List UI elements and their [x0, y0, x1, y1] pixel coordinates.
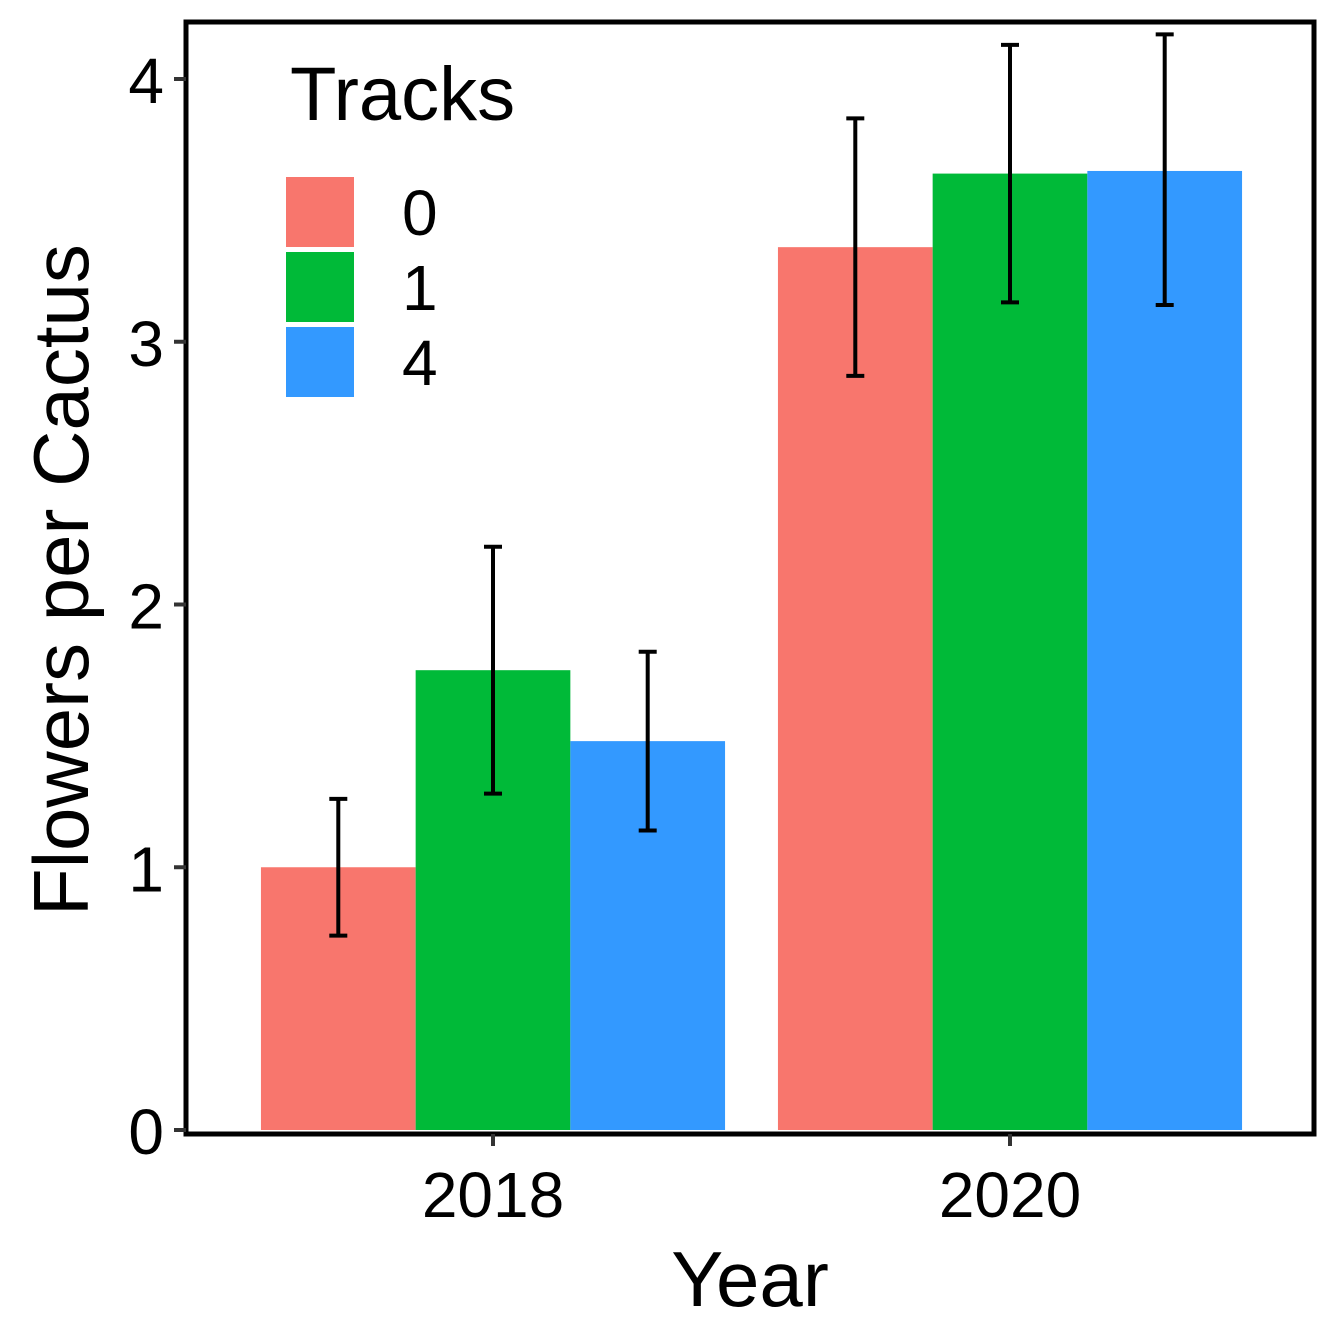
error-bar-2020-tracks-1: [1001, 42, 1019, 305]
x-axis-label: Year: [671, 1235, 829, 1323]
legend-key-0: [286, 177, 354, 247]
error-bar-2018-tracks-4: [638, 649, 657, 833]
y-tick-label-2: 2: [128, 571, 164, 643]
legend-label-0: 0: [402, 177, 438, 249]
bar-2020-tracks-4: [1087, 170, 1243, 1130]
legend-title: Tracks: [290, 52, 515, 137]
legend-key-4: [286, 327, 354, 397]
error-bar-2020-tracks-4: [1155, 32, 1174, 307]
x-tick-label-2020: 2020: [939, 1159, 1081, 1231]
bar-2020-tracks-0: [777, 247, 933, 1130]
y-tick-label-4: 4: [128, 45, 164, 117]
y-tick-label-0: 0: [128, 1096, 164, 1168]
error-bar-2018-tracks-1: [484, 544, 502, 796]
x-tick-label-2018: 2018: [422, 1159, 564, 1231]
plot-frame: [183, 19, 1317, 1137]
legend-key-1: [286, 252, 354, 322]
error-bar-2018-tracks-0: [329, 796, 348, 938]
error-bars-layer: [329, 32, 1174, 938]
legend-label-1: 1: [402, 252, 438, 324]
y-tick-label-3: 3: [128, 308, 164, 380]
y-axis-label: Flowers per Cactus: [17, 244, 105, 916]
bars-layer: [260, 170, 1243, 1131]
error-bar-2020-tracks-0: [846, 116, 865, 378]
bar-2020-tracks-1: [932, 173, 1088, 1131]
legend-label-4: 4: [402, 327, 438, 399]
y-tick-label-1: 1: [128, 833, 164, 905]
legend: Tracks 014: [286, 52, 515, 399]
